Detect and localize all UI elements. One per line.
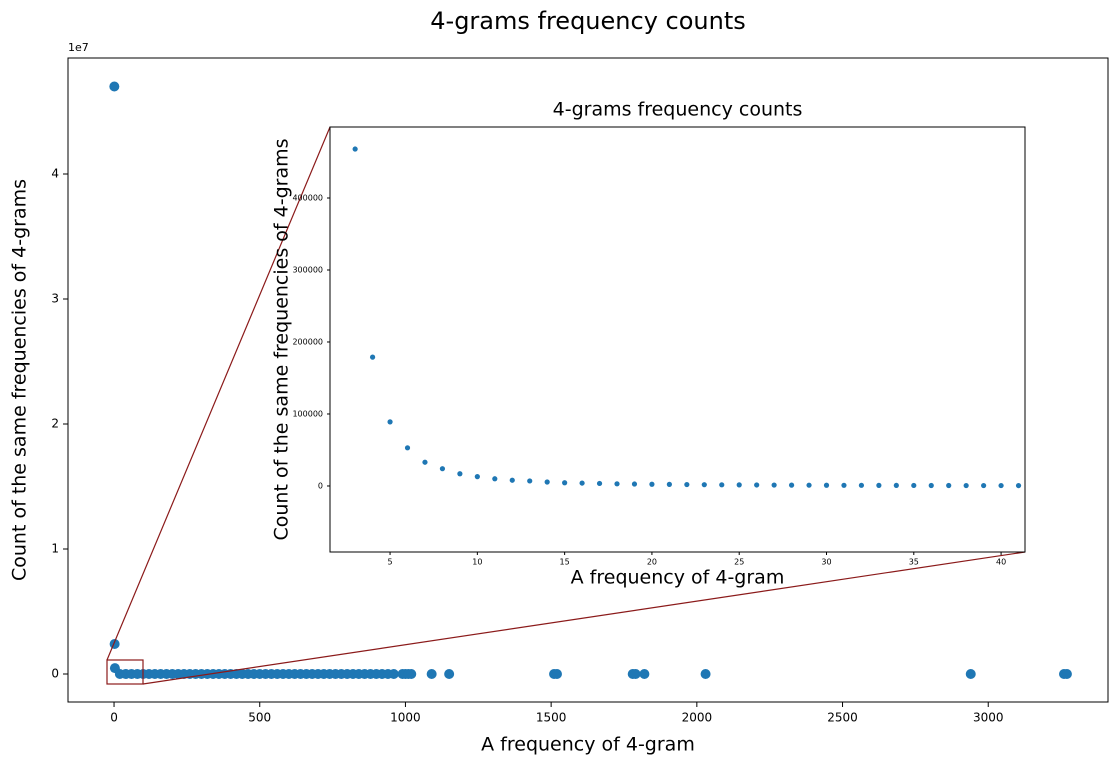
x-tick-label: 35	[909, 558, 919, 567]
x-tick-label: 2000	[682, 710, 713, 724]
y-tick-label: 1	[51, 542, 59, 556]
chart-title: 4-grams frequency counts	[430, 7, 745, 35]
y-tick-label: 0	[51, 667, 59, 681]
point	[876, 482, 882, 488]
point	[631, 481, 638, 487]
point	[946, 482, 952, 489]
y-offset-label: 1e7	[68, 41, 89, 54]
y-axis-label: Count of the same frequencies of 4-grams	[9, 179, 31, 581]
point	[701, 482, 707, 488]
x-tick-label: 25	[734, 558, 744, 567]
point	[630, 669, 641, 679]
zoom-connector	[106, 126, 331, 661]
zoom-box	[106, 659, 144, 685]
point	[981, 482, 987, 489]
point	[614, 481, 620, 487]
x-tick-label: 3000	[973, 710, 1004, 724]
point	[426, 669, 437, 679]
point	[928, 482, 934, 489]
y-tick-label: 3	[51, 292, 59, 306]
point	[858, 482, 865, 488]
point	[841, 482, 847, 488]
point	[352, 146, 358, 152]
point	[806, 482, 812, 488]
y-tick-label: 100000	[292, 409, 323, 418]
point	[893, 482, 899, 489]
point	[965, 669, 976, 679]
point	[527, 478, 533, 484]
y-tick-label: 4	[51, 167, 59, 181]
y-tick-label: 200000	[292, 337, 323, 346]
point	[422, 459, 428, 465]
x-tick-label: 500	[248, 710, 271, 724]
x-tick-label: 1000	[390, 710, 421, 724]
point	[788, 482, 795, 488]
plot-area	[329, 126, 1026, 553]
point	[963, 482, 969, 489]
point	[1015, 482, 1022, 489]
point	[109, 81, 120, 92]
y-axis-label: Count of the same frequencies of 4-grams	[271, 139, 293, 541]
x-tick-label: 2500	[827, 710, 858, 724]
point	[562, 480, 568, 486]
point	[388, 669, 399, 679]
point	[444, 669, 455, 679]
point	[387, 419, 393, 425]
x-tick-label: 5	[388, 558, 393, 567]
point	[544, 479, 550, 485]
point	[406, 669, 417, 679]
x-tick-label: 0	[110, 710, 118, 724]
point	[596, 480, 603, 487]
x-tick-label: 20	[647, 558, 657, 567]
x-tick-label: 15	[560, 558, 570, 567]
point	[579, 480, 585, 486]
x-tick-label: 40	[996, 558, 1006, 567]
y-tick-label: 300000	[292, 265, 323, 274]
zoom-connector	[142, 551, 1026, 685]
point	[1061, 669, 1072, 679]
point	[700, 669, 711, 679]
point	[457, 471, 463, 477]
x-axis-label: A frequency of 4-gram	[571, 567, 785, 589]
x-axis-label: A frequency of 4-gram	[481, 734, 695, 756]
point	[736, 482, 742, 488]
point	[998, 482, 1004, 489]
point	[551, 669, 562, 679]
y-tick-label: 0	[318, 481, 323, 490]
point	[439, 466, 446, 472]
point	[754, 482, 760, 488]
point	[369, 354, 376, 360]
point	[666, 481, 672, 487]
point	[911, 482, 917, 489]
x-tick-label: 30	[821, 558, 831, 567]
y-tick-label: 2	[51, 417, 59, 431]
point	[771, 482, 777, 488]
point	[719, 482, 725, 488]
point	[474, 474, 480, 480]
point	[684, 481, 690, 488]
chart-title: 4-grams frequency counts	[553, 99, 803, 121]
x-tick-label: 1500	[536, 710, 567, 724]
point	[823, 482, 830, 488]
point	[649, 481, 655, 487]
point	[492, 476, 498, 482]
x-tick-label: 10	[472, 558, 482, 567]
point	[404, 445, 411, 451]
point	[639, 669, 650, 679]
y-tick-label: 400000	[292, 193, 323, 202]
point	[509, 477, 515, 483]
